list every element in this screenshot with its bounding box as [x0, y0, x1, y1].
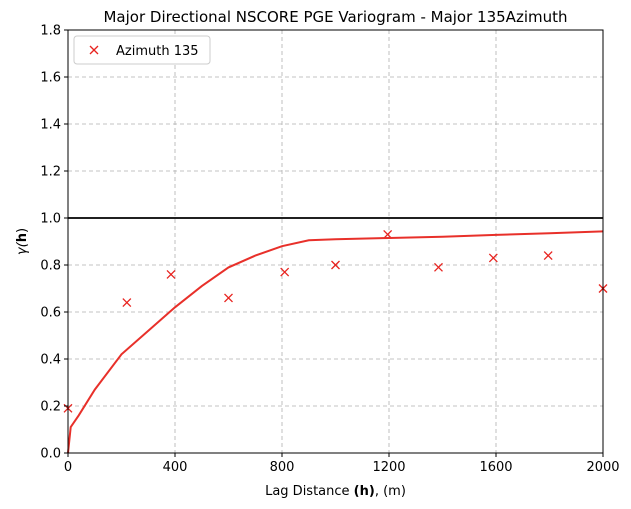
data-point-stroke — [434, 262, 443, 272]
y-tick-label: 1.4 — [40, 118, 61, 133]
data-point-stroke — [331, 260, 340, 270]
x-tick-label: 400 — [163, 460, 188, 475]
x-tick-label: 2000 — [586, 460, 619, 475]
data-point — [122, 298, 132, 308]
y-tick-label: 1.6 — [40, 71, 61, 86]
y-tick-label: 0.2 — [40, 400, 61, 415]
data-point-stroke — [166, 269, 176, 279]
x-tick-label: 1200 — [372, 460, 405, 475]
data-point-stroke — [224, 293, 233, 303]
y-axis-label: γ(h) — [15, 228, 30, 255]
data-point — [166, 269, 176, 279]
y-tick-label: 1.2 — [40, 165, 61, 180]
legend-marker — [89, 45, 99, 55]
y-axis-label-suffix: ) — [15, 228, 30, 233]
x-tick-label: 800 — [270, 460, 295, 475]
legend-label: Azimuth 135 — [116, 44, 199, 59]
data-point — [434, 262, 443, 272]
y-axis-label-bold: h — [15, 233, 30, 242]
y-tick-label: 1.0 — [40, 212, 61, 227]
data-point — [224, 293, 233, 303]
data-point-stroke — [280, 267, 290, 277]
legend-marker-stroke — [89, 45, 99, 55]
data-point — [543, 251, 553, 261]
y-axis: 0.0 0.2 0.4 0.6 0.8 1.0 1.2 1.4 1.6 1.8 — [40, 24, 68, 462]
x-axis-label-suffix: , (m) — [375, 484, 406, 499]
x-tick-label: 0 — [64, 460, 72, 475]
legend-box — [73, 35, 211, 65]
data-point-stroke — [543, 251, 553, 261]
legend: Azimuth 135 — [73, 35, 211, 65]
data-point — [331, 260, 340, 270]
series-layer — [63, 229, 608, 454]
model-curve — [67, 230, 604, 454]
x-axis-label-prefix: Lag Distance — [265, 484, 354, 499]
data-point-stroke — [488, 253, 498, 263]
x-axis-label-bold: (h) — [354, 484, 375, 499]
plot-frame — [67, 29, 604, 454]
y-tick-label: 0.4 — [40, 353, 61, 368]
x-axis: 0 400 800 1200 1600 2000 — [64, 453, 620, 475]
data-point — [488, 253, 498, 263]
chart-title: Major Directional NSCORE PGE Variogram -… — [103, 8, 567, 26]
y-tick-label: 0.6 — [40, 306, 61, 321]
x-tick-label: 1600 — [479, 460, 512, 475]
y-tick-label: 0.8 — [40, 259, 61, 274]
grid — [67, 29, 604, 454]
data-point — [280, 267, 290, 277]
y-tick-label: 0.0 — [40, 447, 61, 462]
y-axis-label-prefix: γ( — [15, 241, 30, 255]
data-point-stroke — [122, 298, 132, 308]
y-tick-label: 1.8 — [40, 24, 61, 39]
x-axis-label: Lag Distance (h), (m) — [265, 484, 406, 499]
